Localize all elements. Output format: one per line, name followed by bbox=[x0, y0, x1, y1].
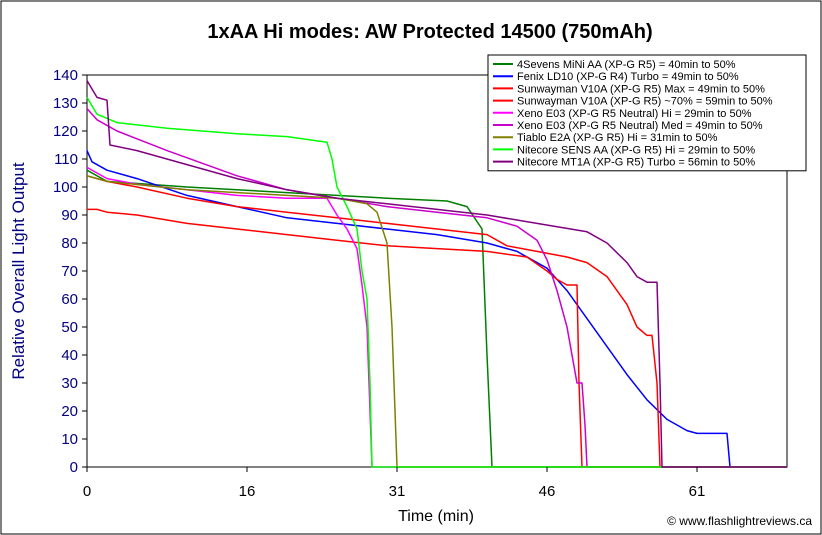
chart-title: 1xAA Hi modes: AW Protected 14500 (750mA… bbox=[207, 21, 652, 43]
series-line-8 bbox=[86, 97, 787, 468]
y-tick-label: 90 bbox=[61, 207, 78, 224]
y-tick-label: 120 bbox=[53, 123, 78, 140]
x-axis-label: Time (min) bbox=[398, 508, 474, 525]
series-line-3 bbox=[87, 208, 787, 468]
series-line-9 bbox=[86, 80, 787, 468]
legend-entry-7: Tiablo E2A (XP-G R5) Hi = 31min to 50% bbox=[517, 132, 718, 144]
series-line-7 bbox=[86, 175, 787, 468]
x-tick-label: 61 bbox=[689, 483, 706, 500]
legend-entry-6: Xeno E03 (XP-G R5 Neutral) Med = 49min t… bbox=[517, 120, 763, 132]
y-tick-label: 100 bbox=[53, 179, 78, 196]
y-tick-label: 20 bbox=[61, 403, 78, 420]
legend-entry-8: Nitecore SENS AA (XP-G R5) Hi = 29min to… bbox=[517, 144, 755, 156]
legend: 4Sevens MiNi AA (XP-G R5) = 40min to 50%… bbox=[487, 54, 807, 172]
legend-box bbox=[487, 54, 807, 172]
y-tick-label: 50 bbox=[61, 319, 78, 336]
x-tick-label: 0 bbox=[83, 483, 91, 500]
credit-text: © www.flashlightreviews.ca bbox=[667, 514, 812, 528]
series-line-1 bbox=[86, 169, 787, 468]
y-tick-label: 30 bbox=[61, 375, 78, 392]
y-tick-label: 110 bbox=[54, 151, 78, 168]
legend-entry-2: Fenix LD10 (XP-G R4) Turbo = 49min to 50… bbox=[517, 71, 739, 83]
y-tick-label: 80 bbox=[61, 235, 78, 252]
x-tick-label: 46 bbox=[539, 483, 556, 500]
y-tick-label: 40 bbox=[61, 347, 78, 364]
series-line-6 bbox=[86, 108, 787, 468]
x-tick-label: 16 bbox=[239, 483, 256, 500]
axes-layer: 0 10 20 30 40 50 60 70 80 90 100 110 120 130 140 0 16 31 4… bbox=[53, 67, 705, 500]
y-axis-label: Relative Overall Light Output bbox=[9, 162, 28, 380]
series-line-4 bbox=[86, 175, 787, 468]
y-tick-label: 130 bbox=[53, 95, 78, 112]
legend-entry-3: Sunwayman V10A (XP-G R5) Max = 49min to … bbox=[517, 83, 765, 95]
y-tick-label: 70 bbox=[61, 263, 78, 280]
legend-entry-1: 4Sevens MiNi AA (XP-G R5) = 40min to 50% bbox=[517, 59, 736, 71]
y-tick-label: 60 bbox=[61, 291, 78, 308]
legend-entry-9: Nitecore MT1A (XP-G R5) Turbo = 56min to… bbox=[517, 157, 755, 169]
legend-entry-4: Sunwayman V10A (XP-G R5) ~70% = 59min to… bbox=[517, 96, 773, 108]
y-tick-label: 140 bbox=[53, 67, 78, 84]
x-tick-label: 31 bbox=[389, 483, 406, 500]
series-layer bbox=[86, 80, 787, 468]
legend-entry-5: Xeno E03 (XP-G R5 Neutral) Hi = 29min to… bbox=[517, 108, 752, 120]
y-tick-label: 0 bbox=[70, 459, 78, 476]
y-tick-label: 10 bbox=[61, 431, 78, 448]
